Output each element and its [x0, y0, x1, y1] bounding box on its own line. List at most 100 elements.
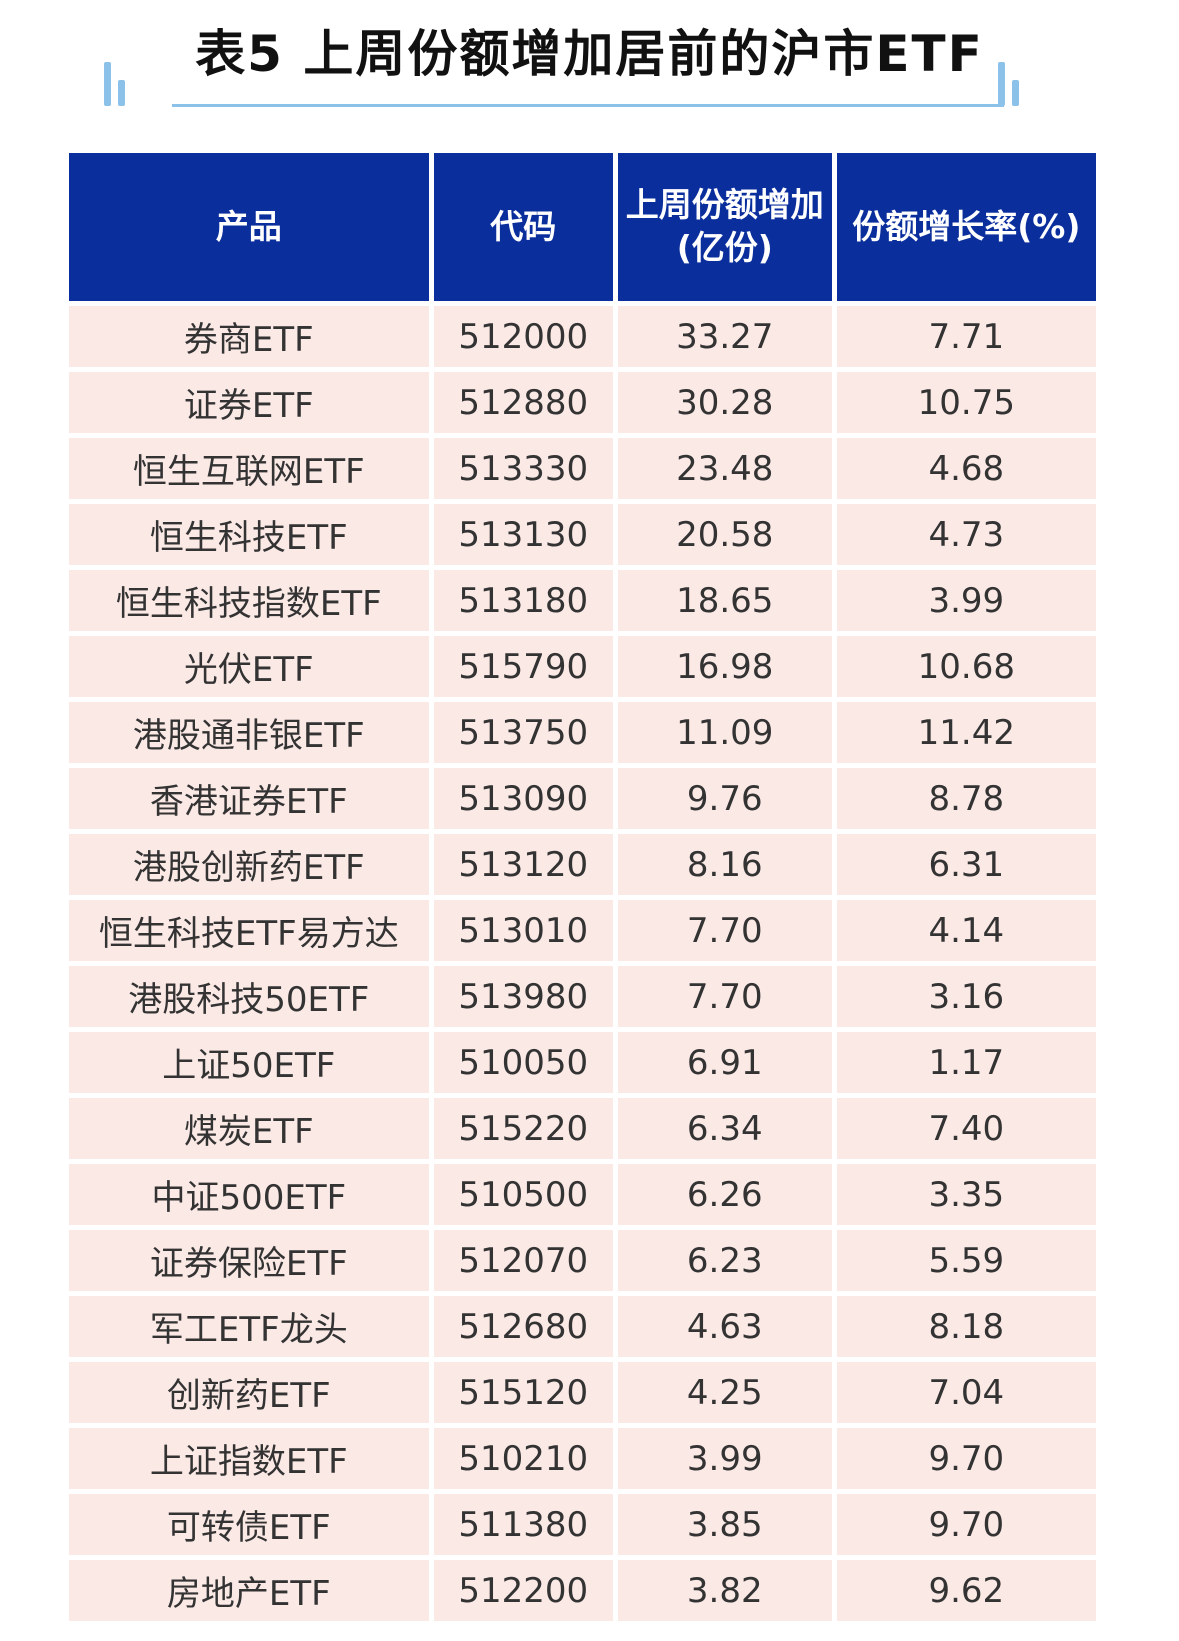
product-cell: 证券保险ETF — [69, 1230, 429, 1291]
share-increase-cell: 33.27 — [617, 306, 832, 367]
share-increase-cell: 23.48 — [617, 438, 832, 499]
table-row: 券商ETF 512000 33.27 7.71 — [69, 306, 1096, 367]
growth-rate-cell: 5.59 — [836, 1230, 1096, 1291]
title-decoration-left — [104, 62, 111, 106]
table-row: 上证50ETF 510050 6.91 1.17 — [69, 1032, 1096, 1093]
growth-rate-cell: 10.75 — [836, 372, 1096, 433]
code-cell: 513980 — [433, 966, 613, 1027]
share-increase-cell: 7.70 — [617, 966, 832, 1027]
share-increase-cell: 3.99 — [617, 1428, 832, 1489]
product-cell: 上证50ETF — [69, 1032, 429, 1093]
code-cell: 512070 — [433, 1230, 613, 1291]
share-increase-cell: 9.76 — [617, 768, 832, 829]
share-increase-cell: 18.65 — [617, 570, 832, 631]
growth-rate-cell: 9.70 — [836, 1494, 1096, 1555]
share-increase-cell: 6.23 — [617, 1230, 832, 1291]
header-row: 产品 代码 上周份额增加 (亿份) 份额增长率(%) — [69, 153, 1096, 301]
growth-rate-cell: 7.40 — [836, 1098, 1096, 1159]
share-increase-cell: 30.28 — [617, 372, 832, 433]
product-cell: 可转债ETF — [69, 1494, 429, 1555]
product-cell: 恒生科技ETF — [69, 504, 429, 565]
growth-rate-cell: 4.14 — [836, 900, 1096, 961]
code-cell: 515220 — [433, 1098, 613, 1159]
growth-rate-cell: 10.68 — [836, 636, 1096, 697]
code-cell: 513090 — [433, 768, 613, 829]
code-cell: 513180 — [433, 570, 613, 631]
title-decoration-right — [998, 62, 1005, 106]
table-body: 券商ETF 512000 33.27 7.71 证券ETF 512880 30.28 10.7… — [69, 306, 1096, 1621]
table-row: 可转债ETF 511380 3.85 9.70 — [69, 1494, 1096, 1555]
code-cell: 510500 — [433, 1164, 613, 1225]
table-row: 恒生科技指数ETF 513180 18.65 3.99 — [69, 570, 1096, 631]
growth-rate-cell: 4.73 — [836, 504, 1096, 565]
growth-rate-cell: 9.62 — [836, 1560, 1096, 1621]
product-cell: 煤炭ETF — [69, 1098, 429, 1159]
table-row: 恒生科技ETF 513130 20.58 4.73 — [69, 504, 1096, 565]
product-cell: 香港证券ETF — [69, 768, 429, 829]
table-row: 恒生科技ETF易方达 513010 7.70 4.14 — [69, 900, 1096, 961]
product-cell: 恒生科技ETF易方达 — [69, 900, 429, 961]
etf-table-container: 产品 代码 上周份额增加 (亿份) 份额增长率(%) 券商ETF 512000 33… — [64, 148, 1101, 1626]
table-row: 港股科技50ETF 513980 7.70 3.16 — [69, 966, 1096, 1027]
code-cell: 512000 — [433, 306, 613, 367]
table-row: 光伏ETF 515790 16.98 10.68 — [69, 636, 1096, 697]
table-row: 军工ETF龙头 512680 4.63 8.18 — [69, 1296, 1096, 1357]
product-cell: 券商ETF — [69, 306, 429, 367]
share-increase-cell: 7.70 — [617, 900, 832, 961]
product-cell: 港股科技50ETF — [69, 966, 429, 1027]
code-cell: 513130 — [433, 504, 613, 565]
header-share-increase-label: 上周份额增加 — [625, 185, 824, 225]
share-increase-cell: 6.26 — [617, 1164, 832, 1225]
title-banner: 表5 上周份额增加居前的沪市ETF — [0, 0, 1179, 120]
growth-rate-cell: 9.70 — [836, 1428, 1096, 1489]
code-cell: 512880 — [433, 372, 613, 433]
growth-rate-cell: 7.04 — [836, 1362, 1096, 1423]
product-cell: 港股通非银ETF — [69, 702, 429, 763]
header-growth-rate: 份额增长率(%) — [836, 153, 1096, 301]
table-row: 恒生互联网ETF 513330 23.48 4.68 — [69, 438, 1096, 499]
header-share-increase: 上周份额增加 (亿份) — [617, 153, 832, 301]
table-row: 证券保险ETF 512070 6.23 5.59 — [69, 1230, 1096, 1291]
table-row: 证券ETF 512880 30.28 10.75 — [69, 372, 1096, 433]
header-product-label: 产品 — [215, 206, 282, 246]
share-increase-cell: 3.85 — [617, 1494, 832, 1555]
code-cell: 513120 — [433, 834, 613, 895]
header-code-label: 代码 — [490, 206, 557, 246]
table-row: 中证500ETF 510500 6.26 3.35 — [69, 1164, 1096, 1225]
product-cell: 房地产ETF — [69, 1560, 429, 1621]
share-increase-cell: 4.25 — [617, 1362, 832, 1423]
growth-rate-cell: 8.78 — [836, 768, 1096, 829]
product-cell: 创新药ETF — [69, 1362, 429, 1423]
code-cell: 513330 — [433, 438, 613, 499]
code-cell: 511380 — [433, 1494, 613, 1555]
code-cell: 515120 — [433, 1362, 613, 1423]
code-cell: 515790 — [433, 636, 613, 697]
growth-rate-cell: 3.16 — [836, 966, 1096, 1027]
growth-rate-cell: 11.42 — [836, 702, 1096, 763]
table-row: 港股创新药ETF 513120 8.16 6.31 — [69, 834, 1096, 895]
table-row: 创新药ETF 515120 4.25 7.04 — [69, 1362, 1096, 1423]
table-row: 煤炭ETF 515220 6.34 7.40 — [69, 1098, 1096, 1159]
growth-rate-cell: 6.31 — [836, 834, 1096, 895]
table-row: 房地产ETF 512200 3.82 9.62 — [69, 1560, 1096, 1621]
product-cell: 港股创新药ETF — [69, 834, 429, 895]
product-cell: 证券ETF — [69, 372, 429, 433]
share-increase-cell: 16.98 — [617, 636, 832, 697]
title-decoration-right-short — [1012, 80, 1019, 106]
title-underline — [172, 104, 1004, 107]
code-cell: 510210 — [433, 1428, 613, 1489]
header-product: 产品 — [69, 153, 429, 301]
share-increase-cell: 11.09 — [617, 702, 832, 763]
share-increase-cell: 6.91 — [617, 1032, 832, 1093]
header-growth-rate-label: 份额增长率(%) — [852, 206, 1081, 246]
code-cell: 512200 — [433, 1560, 613, 1621]
product-cell: 中证500ETF — [69, 1164, 429, 1225]
table-row: 港股通非银ETF 513750 11.09 11.42 — [69, 702, 1096, 763]
code-cell: 512680 — [433, 1296, 613, 1357]
title-decoration-left-short — [118, 80, 125, 106]
growth-rate-cell: 3.35 — [836, 1164, 1096, 1225]
product-cell: 恒生科技指数ETF — [69, 570, 429, 631]
share-increase-cell: 6.34 — [617, 1098, 832, 1159]
share-increase-cell: 20.58 — [617, 504, 832, 565]
product-cell: 上证指数ETF — [69, 1428, 429, 1489]
